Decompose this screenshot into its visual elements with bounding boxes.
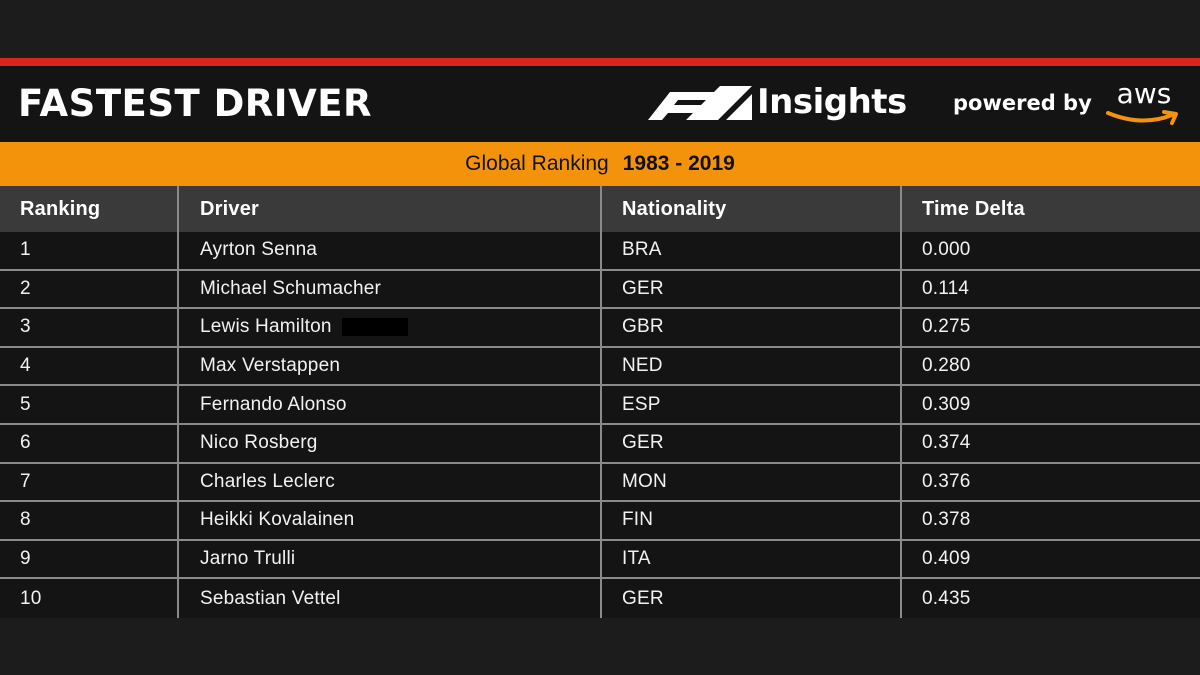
nationality-cell: ESP	[622, 393, 661, 415]
rank-cell: 8	[20, 509, 31, 531]
driver-cell: Lewis Hamilton	[200, 309, 600, 346]
time-delta-cell: 0.275	[922, 316, 971, 338]
time-delta-cell: 0.409	[922, 548, 971, 570]
rank-cell: 9	[20, 548, 31, 570]
nationality-cell: GER	[622, 587, 664, 609]
table-row: 2 Michael Schumacher GER 0.114	[0, 271, 1200, 310]
brand-insights: Insights	[757, 82, 907, 122]
time-delta-cell: 0.280	[922, 355, 971, 377]
top-red-stripe	[0, 58, 1200, 66]
driver-cell: Sebastian Vettel	[200, 587, 341, 609]
column-divider	[600, 186, 602, 618]
column-header-driver: Driver	[200, 197, 260, 220]
column-header-time-delta: Time Delta	[922, 197, 1025, 220]
aws-smile-icon	[1106, 110, 1178, 125]
nationality-cell: BRA	[622, 239, 662, 261]
rank-cell: 7	[20, 470, 31, 492]
rank-cell: 4	[20, 355, 31, 377]
nationality-cell: NED	[622, 355, 663, 377]
ranking-table: Ranking Driver Nationality Time Delta 1 …	[0, 186, 1200, 618]
rank-cell: 1	[20, 239, 31, 261]
f1-logo-icon	[648, 86, 752, 120]
time-delta-cell: 0.378	[922, 509, 971, 531]
column-header-nationality: Nationality	[622, 197, 727, 220]
driver-cell: Max Verstappen	[200, 355, 341, 377]
driver-cell: Heikki Kovalainen	[200, 509, 355, 531]
time-delta-cell: 0.000	[922, 239, 971, 261]
time-delta-cell: 0.435	[922, 587, 971, 609]
driver-cell: Nico Rosberg	[200, 432, 318, 454]
time-delta-cell: 0.309	[922, 393, 971, 415]
table-row: 10 Sebastian Vettel GER 0.435	[0, 579, 1200, 618]
nationality-cell: MON	[622, 470, 667, 492]
driver-name: Lewis Hamilton	[200, 316, 332, 338]
powered-by-label: powered by	[953, 91, 1092, 115]
column-header-ranking: Ranking	[20, 197, 101, 220]
subheader-range: 1983 - 2019	[622, 152, 735, 175]
driver-cell: Jarno Trulli	[200, 548, 296, 570]
nationality-cell: GBR	[622, 316, 664, 338]
page-title: FASTEST DRIVER	[18, 82, 372, 125]
rank-cell: 2	[20, 277, 31, 299]
rank-cell: 3	[20, 316, 31, 338]
driver-cell: Michael Schumacher	[200, 277, 382, 299]
subheader-bar: Global Ranking 1983 - 2019	[0, 142, 1200, 186]
nationality-cell: ITA	[622, 548, 651, 570]
header-band	[0, 66, 1200, 142]
rank-cell: 10	[20, 587, 42, 609]
column-divider	[900, 186, 902, 618]
subheader-label: Global Ranking	[465, 152, 609, 175]
rank-cell: 5	[20, 393, 31, 415]
driver-cell: Fernando Alonso	[200, 393, 347, 415]
driver-cell: Ayrton Senna	[200, 239, 318, 261]
nationality-cell: FIN	[622, 509, 654, 531]
time-delta-cell: 0.376	[922, 470, 971, 492]
time-delta-cell: 0.374	[922, 432, 971, 454]
aws-logo: aws	[1104, 77, 1184, 129]
rank-cell: 6	[20, 432, 31, 454]
column-divider	[177, 186, 179, 618]
aws-text: aws	[1116, 77, 1172, 110]
redaction-bar	[341, 318, 408, 337]
driver-cell: Charles Leclerc	[200, 470, 335, 492]
nationality-cell: GER	[622, 432, 664, 454]
time-delta-cell: 0.114	[922, 277, 970, 299]
nationality-cell: GER	[622, 277, 664, 299]
